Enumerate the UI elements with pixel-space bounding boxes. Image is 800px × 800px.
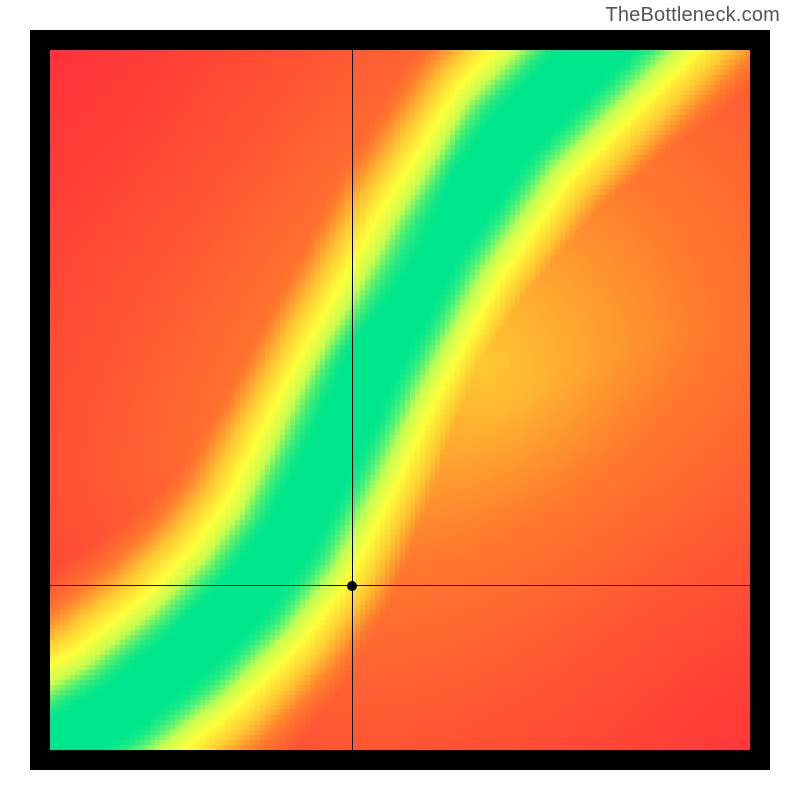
crosshair-marker <box>347 581 357 591</box>
watermark-text: TheBottleneck.com <box>605 4 780 27</box>
chart-frame: TheBottleneck.com <box>0 0 800 800</box>
bottleneck-heatmap <box>50 50 750 750</box>
crosshair-horizontal <box>50 585 750 586</box>
crosshair-vertical <box>352 50 353 750</box>
